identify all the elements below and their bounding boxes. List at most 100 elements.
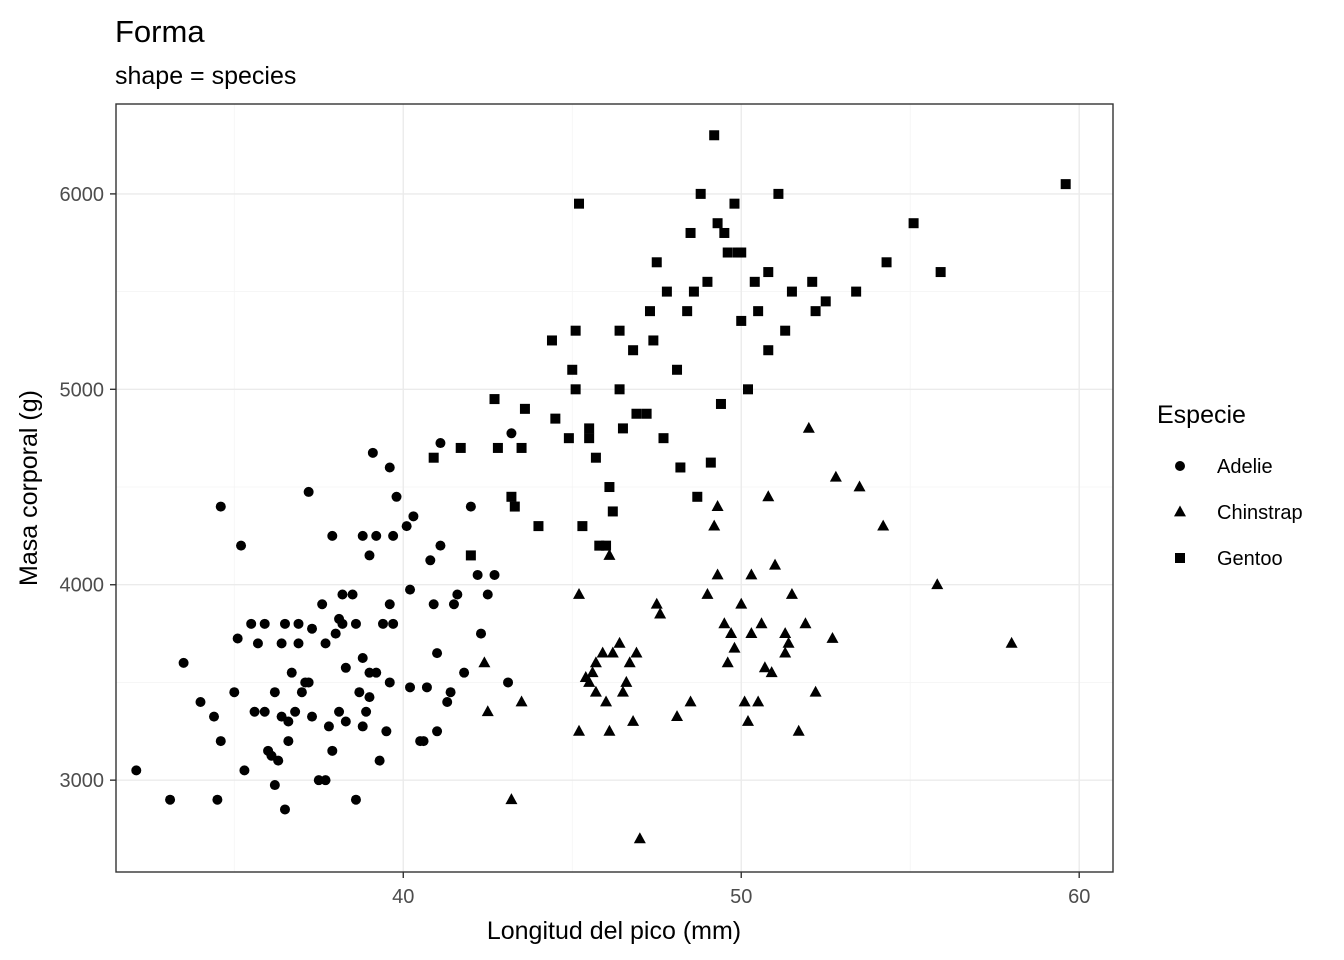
chinstrap-point (799, 617, 812, 629)
chinstrap-point (711, 568, 724, 580)
gentoo-point (631, 408, 642, 419)
chinstrap-point (1005, 636, 1018, 648)
chinstrap-point (596, 646, 609, 658)
legend-key-chinstrap (1174, 505, 1186, 517)
adelie-point (236, 540, 247, 551)
adelie-point (442, 696, 453, 707)
gentoo-point (719, 227, 730, 238)
chinstrap-point (741, 715, 754, 726)
y-tick-label: 5000 (60, 379, 105, 401)
gentoo-point (563, 433, 574, 444)
adelie-point (283, 716, 294, 727)
gentoo-point (851, 286, 862, 297)
adelie-point (327, 530, 338, 541)
adelie-point (212, 794, 223, 805)
chinstrap-point (718, 617, 731, 629)
gentoo-point (594, 540, 605, 551)
chart-subtitle: shape = species (115, 62, 296, 90)
gentoo-point (736, 247, 747, 258)
adelie-point (472, 569, 483, 580)
gentoo-point (712, 218, 723, 229)
adelie-point (165, 794, 176, 805)
adelie-point (459, 667, 470, 678)
chinstrap-point (779, 627, 792, 638)
adelie-point (337, 589, 348, 600)
adelie-point (323, 721, 334, 732)
chinstrap-point (711, 500, 724, 511)
gentoo-point (658, 433, 669, 444)
chinstrap-point (735, 597, 748, 609)
gentoo-point (509, 501, 520, 512)
adelie-point (269, 780, 280, 791)
adelie-point (445, 687, 456, 698)
adelie-point (432, 726, 443, 737)
adelie-point (354, 687, 365, 698)
adelie-point (276, 638, 287, 649)
gentoo-point (749, 276, 760, 287)
gentoo-point (807, 276, 818, 287)
chinstrap-point (573, 724, 586, 736)
adelie-point (286, 667, 297, 678)
adelie-point (384, 677, 395, 688)
gentoo-point (695, 188, 706, 199)
chinstrap-point (738, 695, 751, 707)
gentoo-point (648, 335, 659, 346)
adelie-point (303, 677, 314, 688)
adelie-point (428, 599, 439, 610)
gentoo-point (675, 462, 686, 473)
adelie-point (259, 618, 270, 629)
adelie-point (269, 687, 280, 698)
adelie-point (296, 687, 307, 698)
adelie-point (259, 706, 270, 717)
adelie-point (252, 638, 263, 649)
gentoo-point (688, 286, 699, 297)
chinstrap-point (721, 656, 734, 668)
gentoo-point (644, 306, 655, 317)
adelie-point (384, 462, 395, 473)
adelie-point (421, 682, 432, 693)
adelie-point (347, 589, 358, 600)
chinstrap-point (792, 724, 805, 736)
adelie-point (452, 589, 463, 600)
gentoo-point (614, 325, 625, 336)
grid-lines (116, 104, 1113, 872)
adelie-point (283, 736, 294, 747)
gentoo-point (506, 491, 517, 502)
gentoo-point (584, 423, 595, 434)
gentoo-point (489, 394, 500, 405)
adelie-point (350, 794, 361, 805)
gentoo-point (672, 364, 683, 375)
adelie-point (209, 711, 220, 722)
adelie-point (178, 657, 189, 668)
gentoo-point (709, 130, 720, 141)
chinstrap-point (633, 832, 646, 844)
adelie-point (408, 511, 419, 522)
adelie-point (320, 638, 331, 649)
x-tick-label: 40 (392, 886, 414, 908)
chinstrap-point (752, 695, 765, 707)
chinstrap-point (765, 666, 778, 678)
gentoo-point (455, 442, 466, 453)
gentoo-point (577, 521, 588, 532)
legend-key-adelie (1175, 461, 1185, 471)
chart-title: Forma (115, 14, 205, 49)
gentoo-point (1060, 179, 1071, 190)
gentoo-point (763, 267, 774, 278)
gentoo-point (614, 384, 625, 395)
gentoo-point (607, 506, 618, 517)
legend-title: Especie (1157, 401, 1246, 429)
legend-label-chinstrap: Chinstrap (1217, 502, 1303, 524)
y-tick-label: 6000 (60, 184, 105, 206)
adelie-point (435, 438, 446, 449)
adelie-point (279, 618, 290, 629)
chinstrap-point (586, 666, 599, 678)
gentoo-point (908, 218, 919, 229)
gentoo-point (729, 198, 740, 209)
gentoo-point (567, 364, 578, 375)
adelie-point (215, 736, 226, 747)
gentoo-point (692, 491, 703, 502)
gentoo-point (584, 433, 595, 444)
adelie-point (364, 692, 375, 703)
gentoo-point (742, 384, 753, 395)
chinstrap-point (623, 656, 636, 668)
